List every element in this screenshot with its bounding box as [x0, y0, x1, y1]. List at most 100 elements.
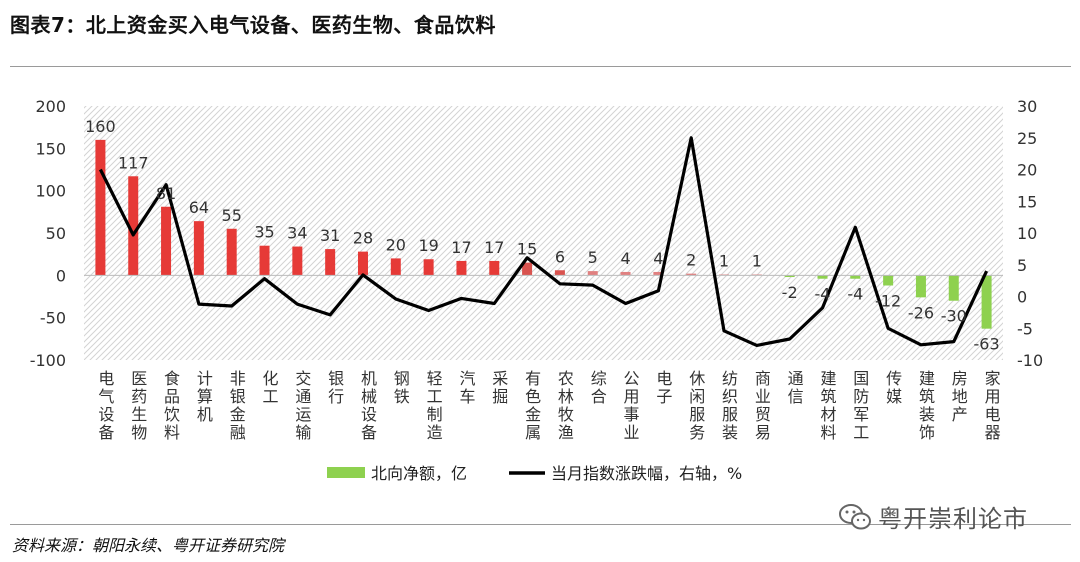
watermark-text: 粤开崇利论市	[878, 505, 1028, 533]
x-tick-label: 农林牧渔	[558, 369, 574, 442]
legend-label-line: 当月指数涨跌幅，右轴，%	[551, 464, 742, 483]
data-label: 81	[156, 184, 176, 203]
y2-tick-label: 10	[1017, 224, 1037, 243]
wechat-icon	[839, 503, 871, 529]
y2-tick-label: 0	[1017, 288, 1027, 307]
data-label: 15	[517, 240, 537, 259]
bar	[489, 260, 500, 276]
data-label: 4	[620, 249, 630, 268]
y-tick-label: 0	[56, 266, 66, 285]
x-tick-label: 休闲服务	[689, 369, 705, 442]
x-tick-label: 有色金属	[525, 369, 541, 442]
y2-tick-label: 25	[1017, 129, 1037, 148]
data-label: 160	[85, 117, 116, 136]
x-tick-label: 计算机	[197, 369, 213, 424]
bar	[981, 275, 992, 329]
y2-tick-label: 15	[1017, 192, 1037, 211]
source-note: 资料来源：朝阳永续、粤开证券研究院	[12, 536, 285, 555]
x-tick-label: 建筑材料	[820, 369, 836, 442]
data-label: 17	[451, 238, 471, 257]
bar	[390, 258, 401, 276]
index-change-line	[98, 136, 989, 347]
y2-tick-label: -10	[1017, 351, 1043, 370]
x-tick-label: 汽车	[459, 369, 475, 406]
legend-swatch-bars	[327, 467, 365, 478]
bar	[292, 246, 303, 276]
data-label: -4	[815, 285, 831, 304]
bar	[554, 270, 565, 276]
data-label: 28	[353, 229, 373, 248]
x-tick-label: 通信	[788, 369, 804, 406]
watermark: 粤开崇利论市	[838, 499, 1028, 534]
bar	[915, 275, 926, 298]
x-tick-label: 国防军工	[853, 369, 869, 442]
y2-tick-label: -5	[1017, 319, 1033, 338]
top-divider	[10, 66, 1071, 67]
data-label: 1	[752, 251, 762, 270]
bar	[948, 275, 959, 301]
x-tick-label: 建筑装饰	[919, 369, 935, 442]
x-tick-label: 非银金融	[230, 369, 246, 442]
data-label: 34	[287, 224, 307, 243]
x-tick-label: 房地产	[952, 369, 968, 424]
x-tick-label: 纺织服装	[722, 369, 738, 442]
bar	[357, 251, 368, 276]
data-label: -30	[941, 307, 967, 326]
x-tick-label: 机械设备	[361, 369, 377, 442]
data-label: 55	[222, 206, 242, 225]
bar	[95, 139, 106, 276]
x-tick-label: 家用电器	[985, 369, 1001, 442]
page-title: 图表7：北上资金买入电气设备、医药生物、食品饮料	[10, 13, 496, 37]
bar	[259, 245, 270, 276]
y2-tick-label: 20	[1017, 161, 1037, 180]
bar	[883, 275, 894, 286]
data-label: -12	[875, 291, 901, 310]
data-label: -63	[974, 335, 1000, 354]
x-tick-label: 综合	[591, 369, 607, 406]
bar	[456, 260, 467, 276]
y-tick-label: 100	[35, 182, 66, 201]
x-tick-label: 电气设备	[98, 369, 114, 442]
data-label: 2	[686, 251, 696, 270]
data-label: -2	[782, 283, 798, 302]
bar	[784, 275, 795, 278]
bar	[325, 249, 336, 276]
data-label: 5	[588, 248, 598, 267]
data-label: 4	[653, 249, 663, 268]
x-tick-label: 医药生物	[131, 369, 147, 442]
data-label: 35	[254, 223, 274, 242]
x-tick-label: 采掘	[492, 369, 508, 406]
y-tick-label: -50	[40, 309, 66, 328]
y2-tick-label: 5	[1017, 256, 1027, 275]
bottom-divider	[10, 524, 1071, 525]
data-label: -26	[908, 303, 934, 322]
bar	[653, 271, 664, 276]
bar	[161, 206, 172, 276]
data-label: 19	[418, 236, 438, 255]
x-tick-label: 传媒	[886, 369, 902, 406]
x-tick-label: 食品饮料	[164, 369, 180, 442]
bar	[620, 271, 631, 276]
x-tick-label: 电子	[656, 369, 672, 406]
y2-tick-label: 30	[1017, 97, 1037, 116]
bar	[686, 273, 697, 276]
y-tick-label: 50	[46, 224, 66, 243]
x-tick-label: 化工	[263, 369, 279, 406]
y-tick-label: -100	[30, 351, 66, 370]
data-label: 64	[189, 198, 209, 217]
data-label: 117	[118, 153, 149, 172]
x-tick-label: 银行	[328, 369, 344, 406]
bar	[193, 221, 204, 276]
bar	[226, 228, 237, 276]
bar	[850, 275, 861, 279]
bar	[522, 262, 533, 276]
data-label: -4	[847, 285, 863, 304]
data-label: 31	[320, 226, 340, 245]
data-label: 6	[555, 247, 565, 266]
bar	[128, 176, 139, 276]
x-tick-label: 交通运输	[295, 369, 311, 442]
y-tick-label: 200	[35, 97, 66, 116]
data-label: 1	[719, 251, 729, 270]
x-tick-label: 商业贸易	[755, 369, 771, 442]
